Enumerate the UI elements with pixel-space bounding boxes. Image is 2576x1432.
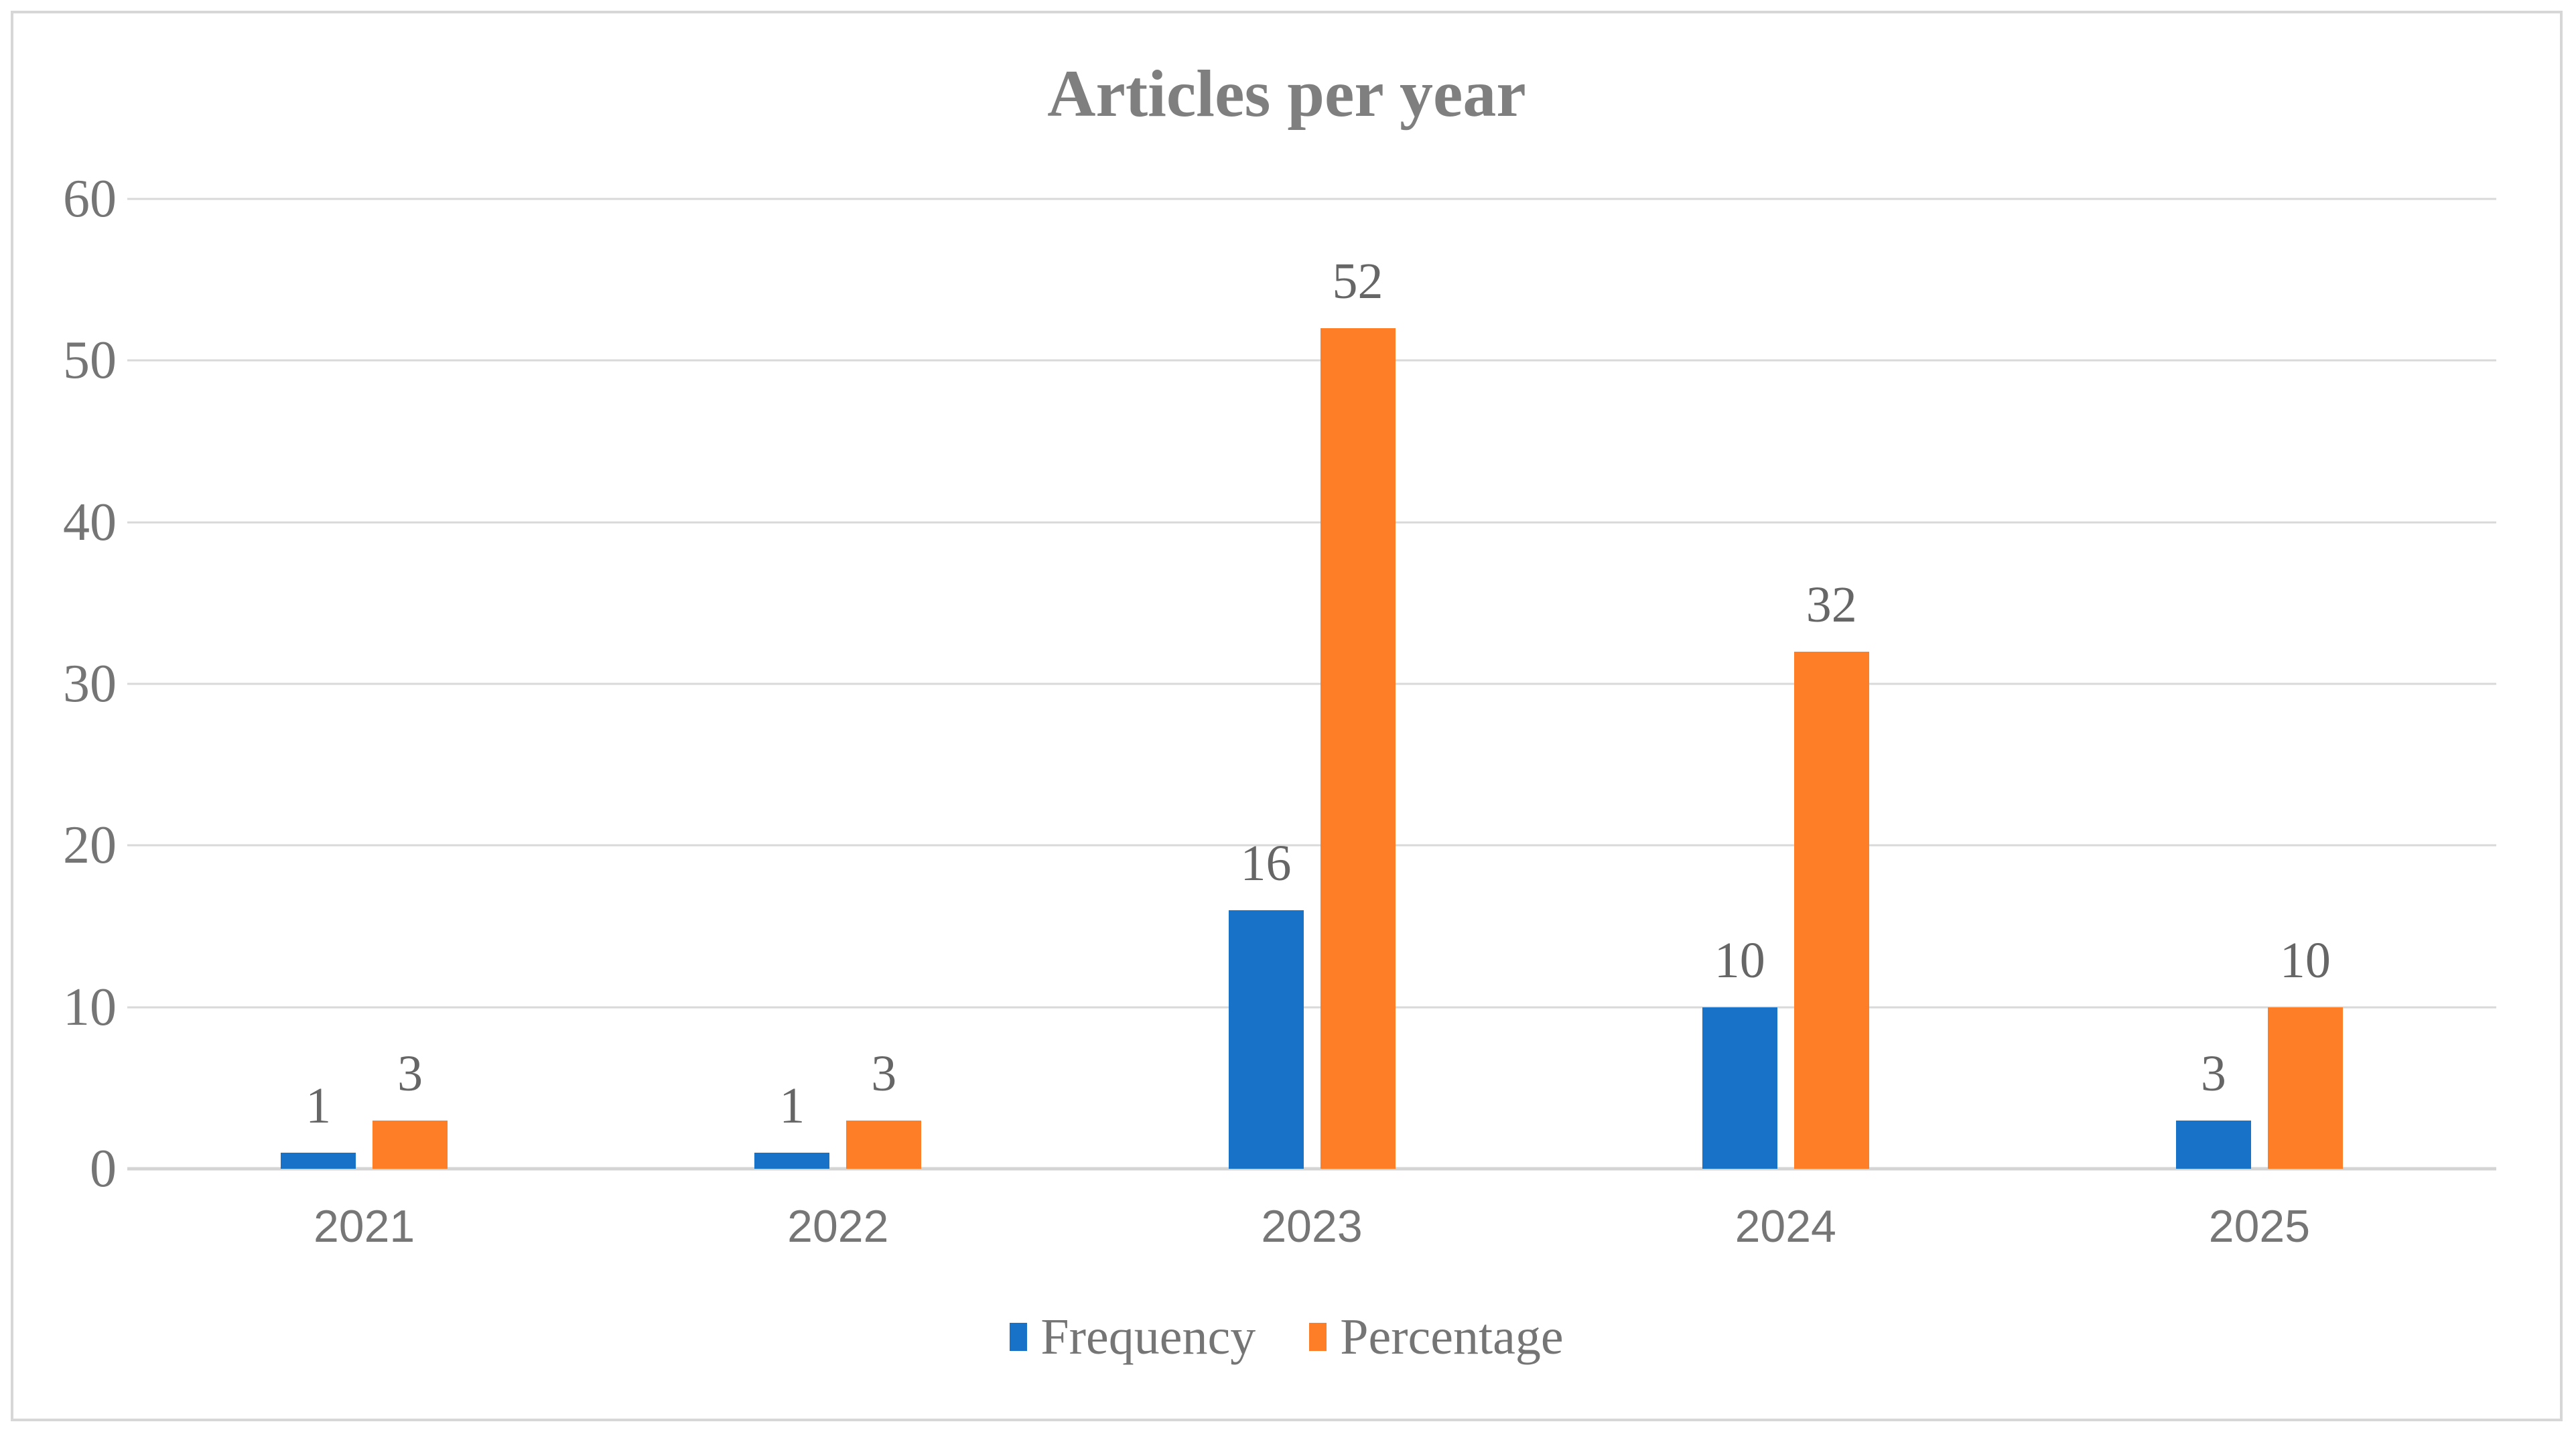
y-tick-label-20: 20 [63,816,117,875]
y-axis: 0 10 20 30 40 50 60 [13,172,121,1196]
value-label-percentage-2025: 10 [2279,932,2331,989]
bar-percentage-2023 [1320,328,1396,1169]
value-label-frequency-2025: 3 [2200,1045,2226,1102]
chart-figure: Articles per year 0 10 20 30 40 50 60 1 3 1 3 16 52… [11,11,2563,1421]
legend: Frequency Percentage [13,1311,2560,1362]
x-axis: 2021 2022 2023 2024 2025 [127,1169,2496,1249]
gridline-50 [127,359,2496,362]
bar-frequency-2022 [754,1152,830,1169]
bar-percentage-2025 [2267,1007,2343,1169]
chart-title: Articles per year [1047,56,1526,131]
plot-area: 1 3 1 3 16 52 10 32 3 10 [127,198,2496,1171]
bar-column-frequency-2025: 3 [2175,199,2251,1169]
legend-item-frequency: Frequency [1010,1311,1256,1362]
x-tick-label-2025: 2025 [2208,1201,2311,1252]
bar-percentage-2022 [846,1120,922,1169]
value-label-percentage-2021: 3 [397,1045,423,1102]
value-label-percentage-2024: 32 [1806,576,1857,633]
gridline-60 [127,198,2496,200]
y-tick-label-60: 60 [63,169,117,228]
legend-label-percentage: Percentage [1340,1309,1564,1365]
gridline-40 [127,521,2496,524]
bar-frequency-2021 [281,1152,356,1169]
bar-column-frequency-2022: 1 [754,199,830,1169]
x-tick-label-2021: 2021 [313,1201,415,1252]
x-tick-label-2024: 2024 [1735,1201,1836,1252]
legend-item-percentage: Percentage [1309,1309,1564,1365]
y-tick-label-50: 50 [63,331,117,390]
y-tick-label-40: 40 [63,492,117,552]
bar-frequency-2024 [1702,1007,1777,1169]
gridline-10 [127,1006,2496,1009]
bar-column-percentage-2023: 52 [1320,199,1396,1169]
bar-column-frequency-2021: 1 [281,199,356,1169]
category-group-2025: 3 10 [2023,199,2496,1169]
value-label-frequency-2023: 16 [1240,835,1292,891]
bar-percentage-2024 [1793,651,1869,1169]
y-tick-label-0: 0 [90,1139,117,1198]
bar-frequency-2023 [1228,910,1304,1169]
gridline-30 [127,683,2496,685]
bar-frequency-2025 [2175,1120,2251,1169]
legend-swatch-frequency [1010,1323,1028,1351]
bar-percentage-2021 [372,1120,448,1169]
x-axis-line [127,1167,2496,1171]
value-label-percentage-2023: 52 [1332,253,1383,310]
category-group-2023: 16 52 [1075,199,1548,1169]
value-label-percentage-2022: 3 [871,1045,897,1102]
bar-column-percentage-2024: 32 [1793,199,1869,1169]
value-label-frequency-2024: 10 [1714,932,1765,989]
legend-label-frequency: Frequency [1040,1309,1256,1365]
value-label-frequency-2022: 1 [779,1077,805,1134]
bar-groups: 1 3 1 3 16 52 10 32 3 10 [127,199,2496,1169]
gridline-20 [127,844,2496,847]
x-tick-label-2022: 2022 [787,1201,889,1252]
value-label-frequency-2021: 1 [306,1077,332,1134]
category-group-2024: 10 32 [1549,199,2023,1169]
bar-column-percentage-2025: 10 [2267,199,2343,1169]
bar-column-frequency-2024: 10 [1702,199,1777,1169]
y-tick-label-10: 10 [63,977,117,1037]
y-tick-label-30: 30 [63,654,117,713]
bar-column-percentage-2022: 3 [846,199,922,1169]
legend-swatch-percentage [1309,1323,1327,1351]
bar-column-percentage-2021: 3 [372,199,448,1169]
x-tick-label-2023: 2023 [1261,1201,1363,1252]
bar-column-frequency-2023: 16 [1228,199,1304,1169]
